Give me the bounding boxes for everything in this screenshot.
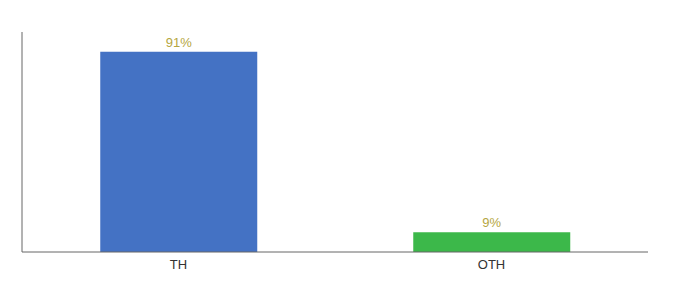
svg-text:OTH: OTH [478,257,505,272]
svg-text:91%: 91% [166,35,192,50]
svg-text:TH: TH [170,257,187,272]
svg-text:9%: 9% [482,215,501,230]
